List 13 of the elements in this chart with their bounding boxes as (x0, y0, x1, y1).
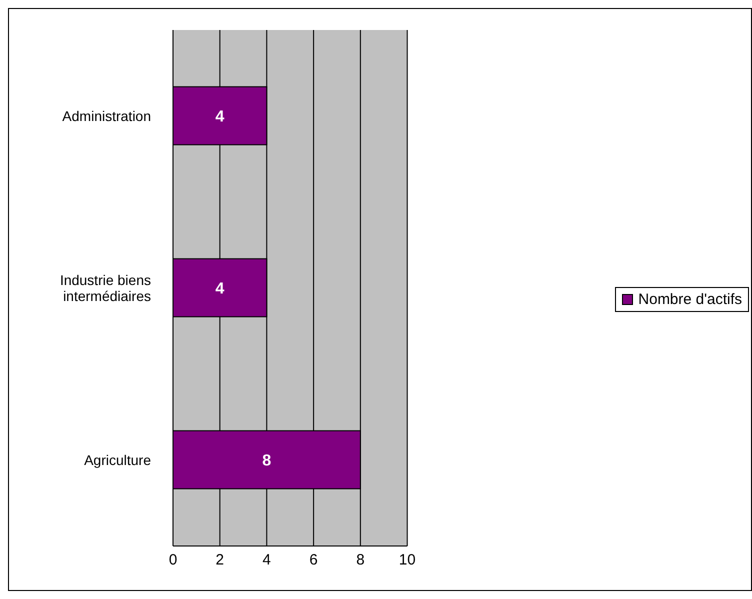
data-label: 8 (262, 452, 272, 470)
data-label: 4 (215, 280, 224, 298)
y-tick-label: Administration (62, 108, 151, 124)
x-tick-label: 8 (356, 552, 365, 569)
y-tick-label: Agriculture (84, 452, 152, 468)
x-tick-label: 4 (262, 552, 271, 569)
x-tick-label: 10 (398, 552, 416, 569)
x-tick-label: 0 (168, 552, 178, 569)
x-tick-label: 2 (216, 552, 224, 569)
y-tick-label: Industrie biens intermédiaires (60, 272, 151, 304)
x-tick-label: 6 (309, 552, 318, 569)
data-label: 4 (215, 108, 224, 126)
legend-label: Nombre d'actifs (638, 291, 742, 308)
